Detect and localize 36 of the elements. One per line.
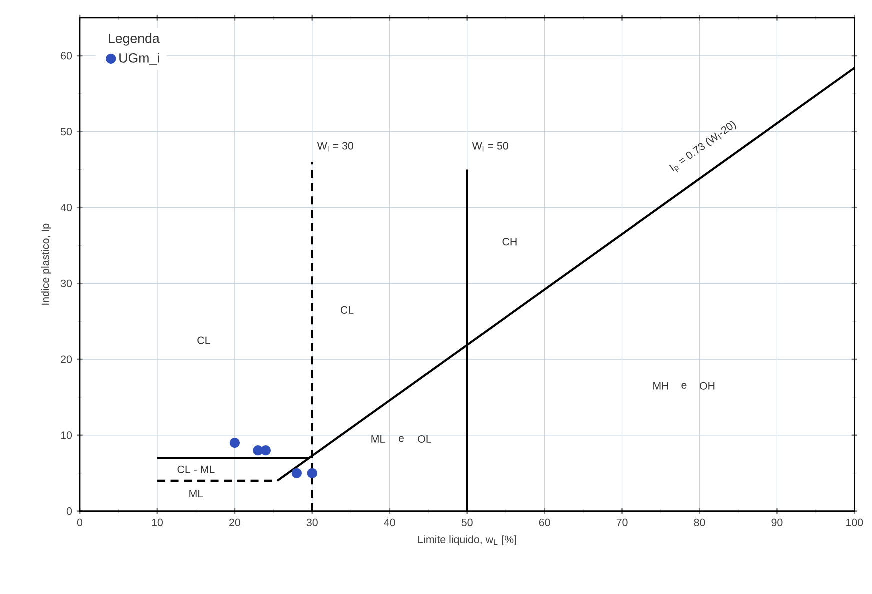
- y-tick-label: 60: [61, 52, 72, 60]
- x-tick-label: 70: [616, 518, 628, 526]
- annotation: MH: [654, 382, 668, 390]
- x-tick-label: 40: [384, 518, 396, 526]
- annotation: ML: [372, 436, 386, 443]
- x-tick-label: 100: [846, 518, 864, 526]
- x-tick-label: 10: [152, 518, 163, 526]
- x-tick-label: 30: [306, 518, 318, 526]
- y-tick-label: 30: [60, 280, 72, 288]
- y-tick-label: 20: [61, 356, 72, 364]
- annotation: W$_{l}$ = 50: [472, 142, 508, 152]
- x-tick-label: 60: [539, 518, 550, 526]
- annotation: CH: [502, 238, 517, 246]
- x-tick-label: 50: [462, 518, 473, 526]
- annotation: OL: [418, 435, 432, 444]
- y-tick-label: 10: [61, 432, 72, 440]
- annotation: OH: [700, 382, 715, 390]
- annotation: CL: [198, 336, 210, 344]
- legend-label: UGm_i: [120, 53, 160, 66]
- annotation: e: [682, 383, 687, 390]
- x-tick-label: 80: [694, 518, 706, 526]
- y-tick-label: 40: [60, 204, 72, 212]
- y-tick-label: 0: [66, 508, 72, 516]
- x-tick-label: 0: [77, 518, 83, 526]
- x-tick-label: 90: [772, 518, 783, 526]
- legend-title: Legenda: [109, 33, 160, 46]
- x-tick-label: 20: [230, 518, 240, 526]
- annotation: CL - ML: [178, 466, 215, 474]
- y-tick-label: 50: [61, 128, 72, 136]
- x-axis-title: Limite liquido, w$_{L}$ [%]: [418, 536, 516, 546]
- annotation: ML: [190, 490, 204, 498]
- annotation: e: [398, 436, 404, 442]
- annotation: W$_{l}$ = 30: [317, 142, 354, 152]
- annotation: I$_{p}$ = 0.73 (W$_{l}$-20): [669, 121, 736, 172]
- annotation: CL: [340, 306, 354, 314]
- y-axis-title: Indice plastico, Ip: [41, 224, 52, 305]
